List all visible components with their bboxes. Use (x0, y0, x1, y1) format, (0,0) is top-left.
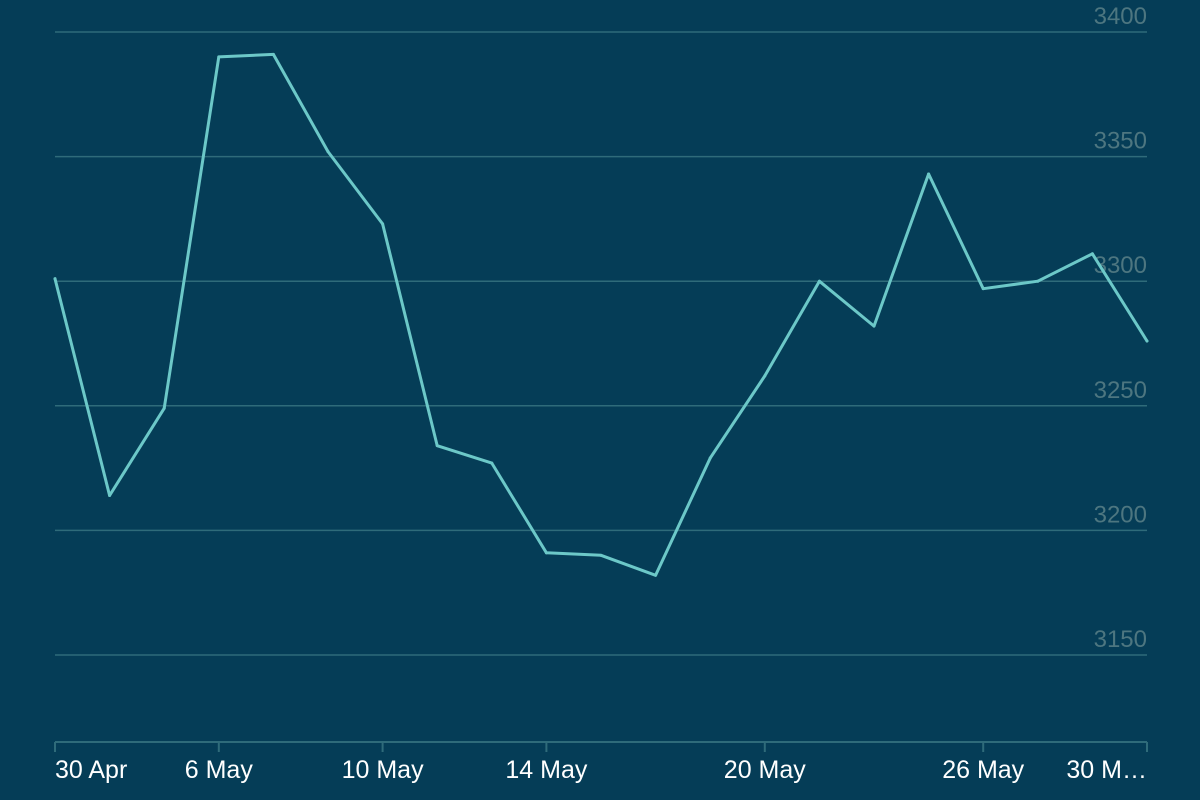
x-tick-label: 6 May (185, 756, 254, 784)
data-point (108, 494, 112, 498)
data-point (435, 444, 439, 448)
data-point (927, 172, 931, 176)
data-point (162, 406, 166, 410)
data-point (763, 374, 767, 378)
x-tick-label: 14 May (505, 756, 587, 784)
data-point (326, 150, 330, 154)
y-axis-ticks: 3150 3200 3250 3300 3350 3400 (1094, 3, 1147, 653)
data-point (981, 287, 985, 291)
data-point (381, 222, 385, 226)
data-point (1090, 252, 1094, 256)
data-point (1036, 279, 1040, 283)
x-tick-label: 26 May (942, 756, 1024, 784)
data-point (271, 52, 275, 56)
y-tick-label: 3250 (1094, 377, 1147, 404)
y-tick-label: 3350 (1094, 128, 1147, 155)
data-point (708, 456, 712, 460)
x-tick-label: 10 May (342, 756, 424, 784)
data-point (599, 553, 603, 557)
x-tick-label: 20 May (724, 756, 806, 784)
grid-lines (55, 31, 1147, 656)
x-axis-ticks: 30 Apr 6 May 10 May 14 May 20 May 26 May 30 M… (54, 742, 1148, 784)
data-point (544, 551, 548, 555)
data-point (1145, 339, 1149, 343)
y-tick-label: 3200 (1094, 501, 1147, 528)
series-line (53, 52, 1149, 577)
series-layer (53, 52, 1149, 577)
data-point (217, 55, 221, 59)
y-tick-label: 3300 (1094, 252, 1147, 279)
data-point (654, 573, 658, 577)
data-point (872, 324, 876, 328)
y-tick-label: 3400 (1094, 3, 1147, 30)
data-point (53, 277, 57, 281)
y-tick-label: 3150 (1094, 626, 1147, 653)
x-tick-label: 30 Apr (55, 756, 127, 784)
data-point (490, 461, 494, 465)
x-tick-label: 30 M… (1066, 756, 1147, 784)
data-point (817, 279, 821, 283)
